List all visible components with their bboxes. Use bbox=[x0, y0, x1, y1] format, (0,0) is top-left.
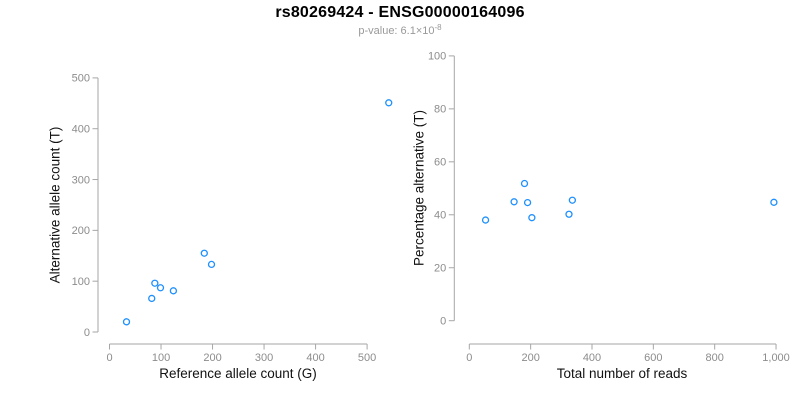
data-point bbox=[169, 287, 178, 295]
data-point bbox=[523, 198, 532, 207]
data-point bbox=[520, 179, 529, 188]
p-value-exponent: -8 bbox=[434, 23, 442, 32]
left-ytick-label: 100 bbox=[72, 276, 90, 288]
left-ytick-label: 500 bbox=[72, 73, 90, 85]
right-yaxis-title: Percentage alternative (T) bbox=[411, 109, 427, 267]
right-xtick-label: 0 bbox=[466, 352, 472, 364]
left-ytick-label: 300 bbox=[72, 174, 90, 186]
left-ytick-label: 0 bbox=[84, 327, 90, 339]
right-ytick-label: 20 bbox=[434, 263, 446, 275]
right-ytick-label: 80 bbox=[434, 104, 446, 116]
data-point bbox=[770, 198, 778, 206]
left-xtick-label: 400 bbox=[306, 352, 324, 364]
left-xtick-label: 200 bbox=[203, 352, 221, 364]
right-xtick-label: 1,000 bbox=[762, 352, 790, 364]
data-point bbox=[481, 216, 490, 224]
left-xtick-label: 100 bbox=[152, 352, 170, 364]
data-point bbox=[510, 198, 518, 206]
right-xtick-label: 400 bbox=[583, 352, 601, 364]
regression-line bbox=[99, 110, 390, 340]
right-lines bbox=[467, 188, 774, 203]
identity-line bbox=[110, 47, 399, 332]
left-xaxis-title: Reference allele count (G) bbox=[159, 366, 317, 381]
left-lines bbox=[99, 47, 398, 340]
left-xtick-label: 500 bbox=[358, 352, 376, 364]
p-value-text: p-value: 6.1×10 bbox=[358, 25, 435, 37]
right-ytick-label: 40 bbox=[434, 210, 446, 222]
data-point bbox=[148, 294, 156, 303]
left-xtick-label: 300 bbox=[255, 352, 273, 364]
left-plot: 0 100 200 300 400 500 0 100 200 300 400 500 bbox=[72, 47, 398, 364]
right-xtick-label: 800 bbox=[706, 352, 724, 364]
data-point bbox=[151, 279, 159, 287]
left-ytick-label: 200 bbox=[72, 225, 90, 237]
data-point bbox=[568, 196, 577, 204]
data-point bbox=[122, 318, 131, 326]
data-point bbox=[565, 210, 573, 218]
left-xtick-label: 0 bbox=[106, 352, 112, 364]
p-value-subtitle: p-value: 6.1×10-8 bbox=[0, 23, 800, 37]
data-point bbox=[385, 99, 393, 107]
data-point bbox=[200, 249, 208, 257]
left-ytick-label: 400 bbox=[72, 124, 90, 136]
right-xtick-label: 200 bbox=[521, 352, 539, 364]
data-point bbox=[156, 284, 165, 292]
right-ytick-label: 0 bbox=[440, 316, 446, 328]
right-points bbox=[481, 179, 778, 224]
data-point bbox=[207, 260, 216, 269]
right-ytick-label: 60 bbox=[434, 157, 446, 169]
right-xtick-label: 600 bbox=[644, 352, 662, 364]
page-title: rs80269424 - ENSG00000164096 bbox=[275, 4, 525, 21]
right-plot: 0 20 40 60 80 100 0 200 400 600 800 1,000 bbox=[428, 51, 790, 364]
right-ytick-label: 100 bbox=[428, 51, 446, 63]
right-xaxis-title: Total number of reads bbox=[556, 366, 688, 381]
left-yaxis-title: Alternative allele count (T) bbox=[47, 126, 63, 284]
data-point bbox=[528, 214, 536, 222]
left-points bbox=[122, 99, 393, 326]
